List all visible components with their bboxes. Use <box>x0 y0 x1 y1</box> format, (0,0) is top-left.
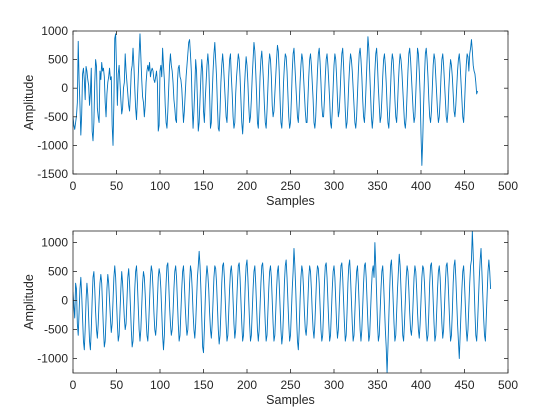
top-x-tick-label: 250 <box>280 179 300 193</box>
bottom-y-tick-label: 500 <box>48 265 68 279</box>
top-y-tick-label: -1000 <box>37 138 68 152</box>
top-y-tick-label: 0 <box>61 81 68 95</box>
bottom-x-axis-label: Samples <box>266 393 315 407</box>
bottom-x-tick-label: 150 <box>193 378 213 392</box>
top-y-tick-label: -500 <box>44 110 68 124</box>
bottom-x-tick-label: 450 <box>454 378 474 392</box>
bottom-x-tick-label: 50 <box>110 378 124 392</box>
top-y-tick-label: 1000 <box>41 24 68 38</box>
bottom-x-tick-label: 400 <box>411 378 431 392</box>
bottom-y-tick-label: -1000 <box>37 352 68 366</box>
top-x-tick-label: 50 <box>110 179 124 193</box>
bottom-x-tick-label: 200 <box>237 378 257 392</box>
top-x-tick-label: 350 <box>367 179 387 193</box>
bottom-y-tick-label: 1000 <box>41 236 68 250</box>
top-x-tick-label: 450 <box>454 179 474 193</box>
bottom-x-tick-label: 0 <box>70 378 77 392</box>
bottom-x-tick-label: 300 <box>324 378 344 392</box>
top-y-axis-label: Amplitude <box>22 75 36 131</box>
bottom-y-tick-label: 0 <box>61 294 68 308</box>
top-x-tick-label: 0 <box>70 179 77 193</box>
top-y-tick-label: -1500 <box>37 167 68 181</box>
top-plot: 0 50 100 150 200 250 300 350 400 450 500 -1500 -1000… <box>22 24 518 208</box>
top-x-tick-label: 400 <box>411 179 431 193</box>
bottom-signal-line <box>73 231 492 373</box>
top-x-tick-label: 500 <box>498 179 518 193</box>
top-x-tick-label: 150 <box>193 179 213 193</box>
top-x-axis-label: Samples <box>266 194 315 208</box>
bottom-y-axis-label: Amplitude <box>22 274 36 330</box>
bottom-x-tick-label: 250 <box>280 378 300 392</box>
top-x-tick-label: 200 <box>237 179 257 193</box>
bottom-x-tick-label: 350 <box>367 378 387 392</box>
top-y-tick-label: 500 <box>48 53 68 67</box>
top-x-tick-label: 300 <box>324 179 344 193</box>
bottom-plot: 0 50 100 150 200 250 300 350 400 450 500 -1000 -500 0… <box>22 230 518 407</box>
top-plot-area <box>73 31 508 174</box>
top-x-tick-label: 100 <box>150 179 170 193</box>
bottom-x-tick-label: 100 <box>150 378 170 392</box>
top-signal-line <box>73 33 478 166</box>
bottom-x-tick-label: 500 <box>498 378 518 392</box>
bottom-y-tick-label: -500 <box>44 323 68 337</box>
